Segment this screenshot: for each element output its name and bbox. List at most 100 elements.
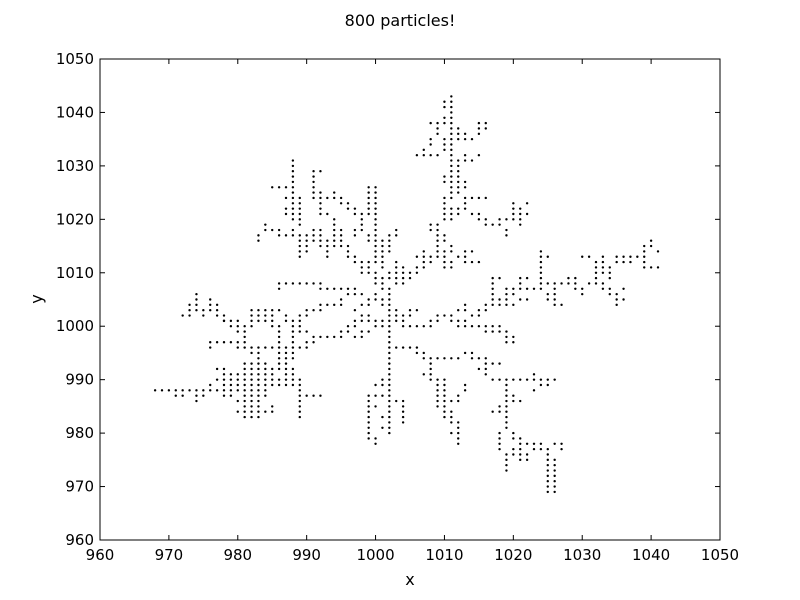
data-point — [505, 394, 508, 397]
data-point — [608, 266, 611, 269]
data-point — [436, 399, 439, 403]
data-point — [408, 276, 412, 280]
data-point — [395, 271, 398, 274]
data-point — [298, 196, 301, 200]
data-point — [477, 367, 481, 371]
data-point — [429, 143, 432, 146]
data-point — [401, 271, 405, 274]
data-point — [457, 421, 460, 424]
data-point — [222, 389, 226, 392]
data-point — [457, 319, 460, 323]
data-point — [498, 437, 501, 440]
data-point — [429, 137, 432, 141]
data-point — [195, 399, 198, 403]
data-point — [519, 442, 522, 445]
data-point — [243, 346, 246, 349]
data-point — [505, 399, 508, 403]
data-point — [512, 453, 515, 456]
data-point — [381, 260, 384, 264]
data-point — [319, 335, 322, 339]
data-point — [298, 202, 301, 205]
data-point — [388, 410, 391, 413]
data-point — [257, 357, 260, 360]
data-point — [415, 266, 419, 269]
data-point — [484, 303, 487, 307]
data-point — [312, 282, 315, 285]
data-point — [581, 255, 584, 258]
data-point — [291, 159, 295, 162]
data-point — [243, 389, 246, 392]
data-point — [539, 250, 543, 253]
data-point — [615, 292, 618, 296]
data-point — [505, 389, 508, 392]
data-point — [422, 255, 425, 258]
data-point — [319, 303, 322, 307]
data-point — [443, 383, 446, 387]
data-point — [160, 389, 164, 392]
data-point — [291, 341, 295, 344]
data-point — [443, 143, 446, 146]
data-point — [450, 111, 453, 114]
data-point — [339, 335, 343, 339]
data-point — [401, 276, 405, 280]
data-point — [457, 308, 460, 312]
data-point — [553, 474, 556, 478]
data-point — [367, 437, 370, 440]
data-point — [305, 346, 308, 349]
data-point — [491, 298, 494, 301]
data-point — [339, 196, 343, 200]
data-point — [298, 410, 301, 413]
data-point — [539, 271, 543, 274]
data-point — [209, 346, 212, 349]
data-point — [236, 325, 239, 328]
data-point — [298, 378, 301, 381]
data-point — [450, 148, 453, 152]
data-point — [374, 234, 377, 237]
data-point — [381, 239, 384, 242]
data-point — [491, 362, 494, 365]
data-point — [277, 325, 281, 328]
data-point — [498, 325, 501, 328]
data-point — [546, 447, 549, 451]
data-point — [236, 319, 239, 323]
data-point — [443, 255, 446, 258]
data-point — [388, 389, 391, 392]
data-point — [512, 303, 515, 307]
data-point — [229, 389, 233, 392]
data-point — [229, 325, 233, 328]
data-point — [305, 308, 308, 312]
data-point — [312, 341, 315, 344]
data-point — [401, 399, 405, 403]
data-point — [284, 319, 288, 323]
data-point — [457, 437, 460, 440]
data-point — [222, 373, 226, 376]
data-point — [422, 351, 425, 355]
data-point — [346, 244, 350, 248]
data-point — [298, 415, 301, 419]
data-point — [450, 170, 453, 173]
data-point — [381, 298, 384, 301]
data-point — [560, 447, 563, 451]
data-point — [339, 287, 343, 291]
data-point — [443, 202, 446, 205]
data-point — [374, 191, 377, 194]
data-point — [284, 314, 288, 317]
data-point — [532, 447, 536, 451]
data-point — [436, 132, 439, 136]
data-point — [457, 164, 460, 168]
data-point — [250, 378, 253, 381]
data-point — [271, 378, 274, 381]
data-point — [525, 276, 529, 280]
chart-title: 800 particles! — [345, 11, 456, 30]
data-point — [539, 282, 543, 285]
data-point — [450, 244, 453, 248]
data-point — [477, 218, 481, 221]
x-tick-label: 960 — [86, 546, 115, 564]
data-point — [443, 218, 446, 221]
data-point — [450, 319, 453, 323]
data-point — [491, 287, 494, 291]
data-point — [291, 234, 295, 237]
data-point — [622, 260, 625, 264]
y-tick-label: 1050 — [56, 50, 94, 68]
data-point — [498, 298, 501, 301]
